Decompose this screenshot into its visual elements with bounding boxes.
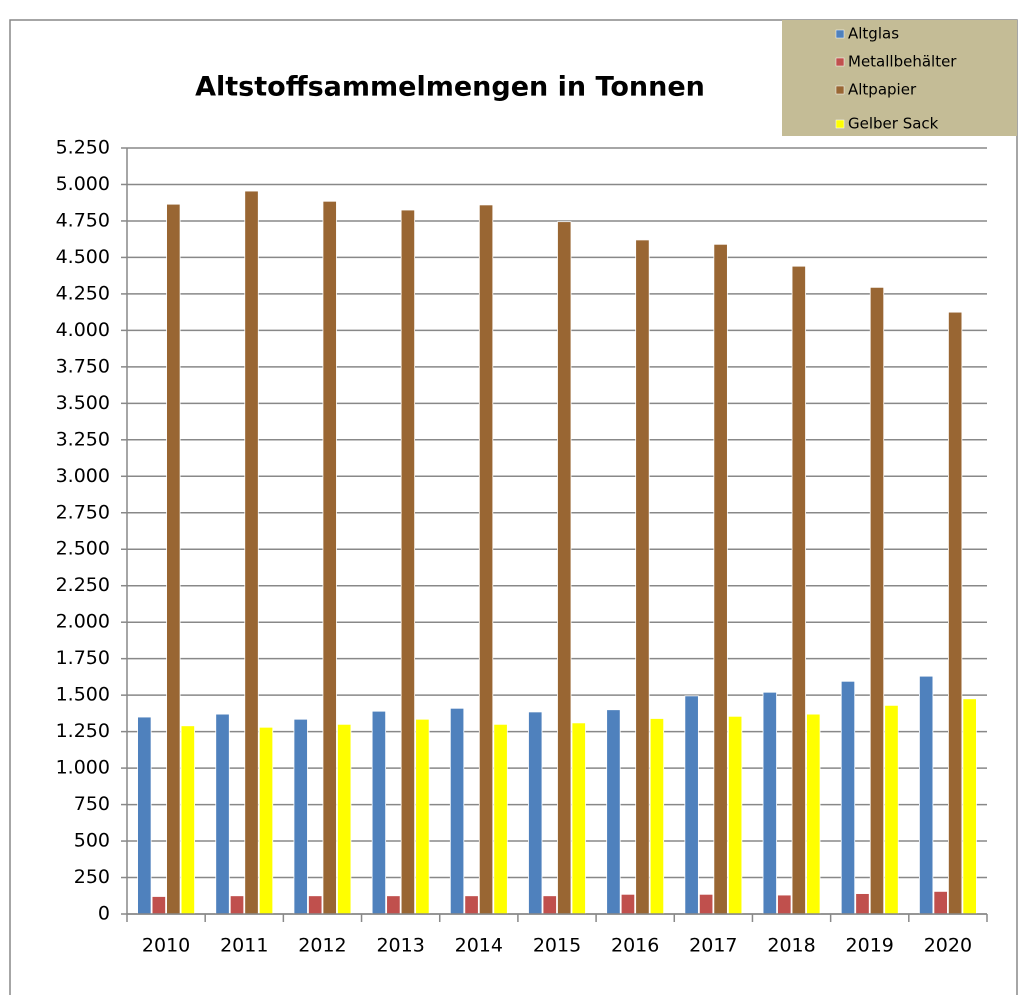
chart-frame bbox=[9, 19, 1018, 995]
x-tick-label: 2012 bbox=[298, 935, 346, 957]
y-tick-label: 3.500 bbox=[56, 392, 110, 414]
bar bbox=[400, 209, 416, 915]
bar bbox=[478, 204, 494, 915]
x-tick-label: 2015 bbox=[533, 935, 581, 957]
y-tick-label: 250 bbox=[74, 866, 110, 888]
bar bbox=[180, 725, 195, 915]
bar bbox=[727, 715, 743, 915]
bar bbox=[869, 286, 885, 915]
bar bbox=[528, 711, 543, 915]
y-tick-label: 2.000 bbox=[56, 611, 110, 633]
bar bbox=[606, 709, 621, 915]
legend-label: Gelber Sack bbox=[848, 115, 939, 133]
y-tick-label: 0 bbox=[98, 903, 110, 925]
bar bbox=[464, 895, 479, 915]
bar bbox=[337, 723, 352, 915]
bar bbox=[713, 243, 728, 915]
x-tick-label: 2018 bbox=[767, 935, 815, 957]
bar bbox=[229, 895, 245, 915]
y-tick-label: 1.500 bbox=[56, 684, 110, 706]
bar bbox=[258, 726, 274, 915]
y-tick-label: 2.500 bbox=[56, 538, 110, 560]
y-tick-label: 4.000 bbox=[56, 319, 110, 341]
bar bbox=[215, 713, 230, 915]
legend-label: Altpapier bbox=[848, 81, 917, 99]
x-tick-label: 2014 bbox=[455, 935, 503, 957]
y-tick-label: 4.250 bbox=[56, 282, 110, 304]
bar bbox=[806, 713, 821, 915]
legend-label: Metallbehälter bbox=[848, 53, 957, 71]
bar bbox=[855, 893, 870, 915]
bar bbox=[884, 704, 899, 915]
bar bbox=[137, 716, 152, 915]
bar bbox=[649, 718, 665, 915]
y-tick-label: 3.250 bbox=[56, 428, 110, 450]
bar bbox=[244, 190, 259, 915]
y-tick-label: 4.750 bbox=[56, 209, 110, 231]
bar bbox=[308, 895, 323, 915]
x-tick-label: 2020 bbox=[924, 935, 972, 957]
legend-swatch bbox=[835, 29, 845, 39]
bar bbox=[493, 723, 508, 915]
bar bbox=[386, 895, 401, 915]
bar bbox=[762, 691, 777, 915]
y-tick-label: 1.000 bbox=[56, 757, 110, 779]
bar bbox=[166, 203, 181, 915]
bar bbox=[322, 200, 337, 915]
y-tick-label: 3.750 bbox=[56, 355, 110, 377]
bar bbox=[791, 265, 806, 915]
bar bbox=[777, 894, 792, 915]
legend-label: Altglas bbox=[848, 25, 899, 43]
bar bbox=[684, 695, 699, 915]
bar bbox=[557, 221, 572, 915]
bar bbox=[919, 675, 934, 915]
y-tick-label: 1.750 bbox=[56, 647, 110, 669]
bar bbox=[449, 707, 465, 915]
x-tick-label: 2019 bbox=[846, 935, 894, 957]
bar bbox=[635, 239, 650, 915]
bar bbox=[542, 895, 557, 915]
x-tick-label: 2011 bbox=[220, 935, 268, 957]
y-tick-label: 3.000 bbox=[56, 465, 110, 487]
bar bbox=[151, 896, 166, 915]
chart-title: Altstoffsammelmengen in Tonnen bbox=[195, 72, 705, 103]
bar bbox=[620, 893, 636, 915]
bar bbox=[698, 893, 714, 915]
x-tick-label: 2017 bbox=[689, 935, 737, 957]
y-tick-label: 2.750 bbox=[56, 501, 110, 523]
y-tick-label: 4.500 bbox=[56, 246, 110, 268]
legend-box bbox=[782, 20, 1017, 136]
bar bbox=[293, 718, 308, 915]
legend-swatch bbox=[835, 119, 845, 129]
legend-swatch bbox=[835, 57, 845, 67]
x-tick-label: 2016 bbox=[611, 935, 659, 957]
y-tick-label: 2.250 bbox=[56, 574, 110, 596]
y-tick-label: 1.250 bbox=[56, 720, 110, 742]
y-tick-label: 500 bbox=[74, 830, 110, 852]
x-tick-label: 2010 bbox=[142, 935, 190, 957]
x-tick-label: 2013 bbox=[376, 935, 424, 957]
bar bbox=[371, 710, 387, 915]
bar bbox=[962, 698, 977, 915]
y-tick-label: 5.000 bbox=[56, 173, 110, 195]
legend-swatch bbox=[835, 85, 845, 95]
bar bbox=[948, 311, 963, 915]
bar bbox=[415, 718, 430, 915]
bar bbox=[933, 890, 948, 915]
bar bbox=[840, 680, 856, 915]
y-tick-label: 5.250 bbox=[56, 137, 110, 159]
bar bbox=[571, 722, 586, 915]
y-tick-label: 750 bbox=[74, 793, 110, 815]
